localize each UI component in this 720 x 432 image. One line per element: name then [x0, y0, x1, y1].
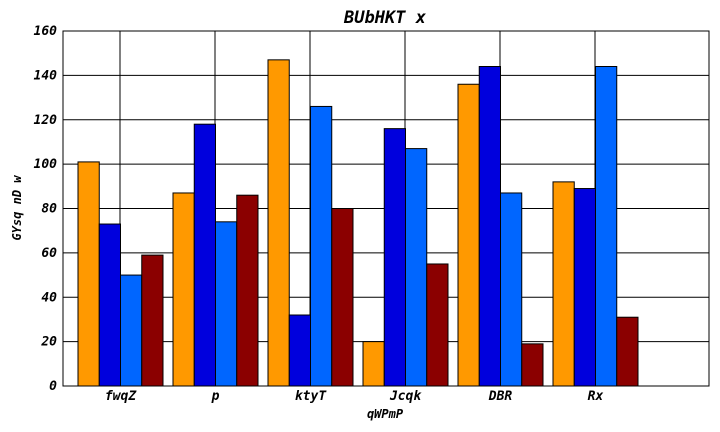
x-tick-label: fwqZ [105, 389, 137, 404]
bar [120, 274, 143, 387]
y-tick-labels: 0 20 40 60 80 100 120 140 160 [34, 24, 58, 394]
bar [595, 66, 618, 387]
bar [383, 128, 406, 387]
y-tick-label: 80 [41, 202, 57, 217]
y-tick-label: 0 [49, 379, 57, 394]
bar [405, 148, 428, 387]
bar [552, 181, 575, 387]
bar [172, 192, 195, 387]
bar [362, 341, 385, 387]
y-tick-label: 120 [34, 113, 58, 128]
x-tick-label: ktyT [295, 389, 327, 404]
bar [98, 223, 121, 387]
bars-layer [77, 59, 639, 387]
y-axis-label: GYsq nD w [10, 175, 24, 241]
bar [288, 314, 311, 387]
x-tick-labels: fwqZ p ktyT Jcqk DBR Rx [105, 389, 604, 404]
bar [267, 59, 290, 387]
y-tick-label: 140 [34, 68, 58, 83]
x-tick-label: Rx [588, 389, 604, 404]
bar [521, 343, 544, 387]
bar [616, 316, 639, 387]
bar [573, 188, 596, 387]
y-tick-label: 160 [34, 24, 58, 39]
bar [478, 66, 501, 387]
bar [426, 263, 449, 387]
bar [141, 254, 164, 387]
x-tick-label: Jcqk [389, 389, 422, 404]
x-tick-label: p [211, 389, 220, 404]
bar [193, 123, 216, 387]
bar [236, 194, 259, 387]
x-axis-label: qWPmP [367, 407, 404, 421]
x-tick-label: DBR [488, 389, 513, 404]
bar [77, 161, 100, 387]
bar [215, 221, 238, 387]
chart-title: BUbHKT x [343, 8, 427, 28]
bar [331, 208, 354, 387]
y-tick-label: 100 [34, 157, 58, 172]
bar [457, 83, 480, 387]
plot-frame [62, 30, 710, 387]
y-tick-label: 40 [41, 290, 57, 305]
y-tick-label: 60 [41, 246, 57, 261]
bar [500, 192, 523, 387]
y-tick-label: 20 [40, 335, 57, 350]
bar [310, 105, 333, 387]
